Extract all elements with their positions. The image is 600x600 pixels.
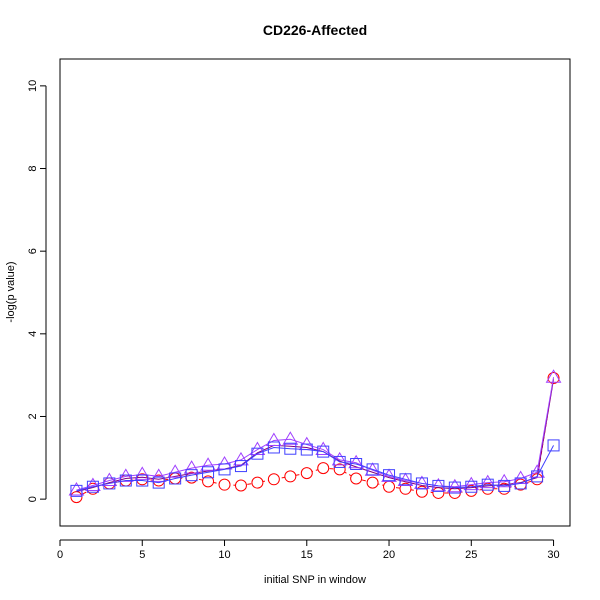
data-point (545, 369, 562, 383)
data-point (284, 442, 297, 455)
series-layer (68, 369, 562, 504)
data-point (251, 447, 264, 460)
y-axis-label: -log(p value) (5, 261, 17, 322)
data-point (101, 472, 118, 487)
data-point (70, 484, 83, 497)
y-tick-label: 4 (27, 331, 39, 337)
x-tick-label: 0 (57, 549, 63, 561)
data-point (85, 477, 101, 491)
data-point (150, 468, 167, 482)
data-point (448, 481, 461, 494)
chart-title: CD226-Affected (263, 22, 367, 38)
data-point (282, 431, 299, 445)
data-point (169, 472, 182, 485)
data-point (350, 458, 363, 471)
x-tick-label: 30 (547, 549, 559, 561)
y-tick-label: 6 (27, 248, 39, 254)
data-point (218, 478, 231, 491)
plot-frame (59, 58, 571, 527)
y-tick-label: 2 (27, 413, 39, 419)
data-point (331, 451, 348, 466)
data-point (399, 482, 412, 495)
data-point (183, 460, 200, 474)
data-point (234, 479, 247, 492)
data-point (531, 470, 544, 483)
data-point (267, 473, 280, 486)
data-point (119, 474, 132, 487)
series-line (76, 377, 555, 491)
data-point (463, 476, 480, 491)
data-point (202, 475, 215, 488)
data-point (218, 463, 231, 476)
data-point (234, 460, 247, 473)
data-point (446, 478, 463, 493)
x-tick-label: 10 (218, 549, 230, 561)
data-point (415, 485, 428, 498)
y-axis: 0 2 4 6 8 10 (27, 80, 47, 502)
data-point (202, 466, 215, 479)
data-point (233, 451, 249, 466)
data-point (498, 479, 511, 492)
series-line (76, 379, 555, 493)
data-point (300, 467, 313, 480)
x-tick-label: 25 (465, 549, 477, 561)
data-point (300, 443, 313, 456)
data-point (86, 480, 99, 493)
data-point (70, 491, 83, 504)
data-point (350, 472, 363, 485)
data-point (315, 441, 332, 456)
data-point (185, 469, 198, 482)
data-point (251, 476, 264, 489)
series-line (76, 445, 554, 492)
data-point (547, 439, 560, 452)
data-point (167, 464, 184, 478)
data-point (432, 479, 445, 492)
data-point (465, 480, 478, 493)
data-point (68, 482, 85, 496)
x-tick-label: 5 (139, 549, 145, 561)
data-point (432, 486, 445, 499)
x-axis-label: initial SNP in window (264, 574, 366, 586)
data-point (200, 457, 216, 471)
data-point (399, 473, 412, 486)
data-point (366, 463, 379, 476)
data-point (103, 477, 116, 490)
series-4 (70, 439, 560, 497)
data-point (134, 466, 151, 480)
data-point (381, 468, 397, 482)
data-point (152, 476, 165, 489)
data-point (366, 476, 379, 489)
data-point (284, 470, 297, 483)
data-point (348, 454, 364, 469)
data-point (415, 477, 428, 490)
x-tick-label: 20 (383, 549, 395, 561)
data-point (333, 455, 346, 468)
x-tick-label: 15 (301, 549, 313, 561)
x-axis: 0 5 10 15 20 25 30 (57, 539, 560, 561)
y-tick-label: 10 (27, 80, 39, 92)
data-point (317, 445, 330, 458)
data-point (514, 477, 527, 490)
data-point (397, 472, 414, 487)
data-point (136, 474, 149, 487)
data-point (383, 469, 396, 482)
y-tick-label: 8 (27, 165, 39, 171)
data-point (479, 474, 496, 489)
data-point (383, 480, 396, 493)
data-point (481, 478, 494, 491)
y-tick-label: 0 (27, 496, 39, 502)
data-point (267, 441, 280, 454)
data-point (333, 463, 346, 476)
data-point (266, 432, 282, 446)
series-2 (76, 379, 555, 493)
data-point (317, 462, 330, 475)
